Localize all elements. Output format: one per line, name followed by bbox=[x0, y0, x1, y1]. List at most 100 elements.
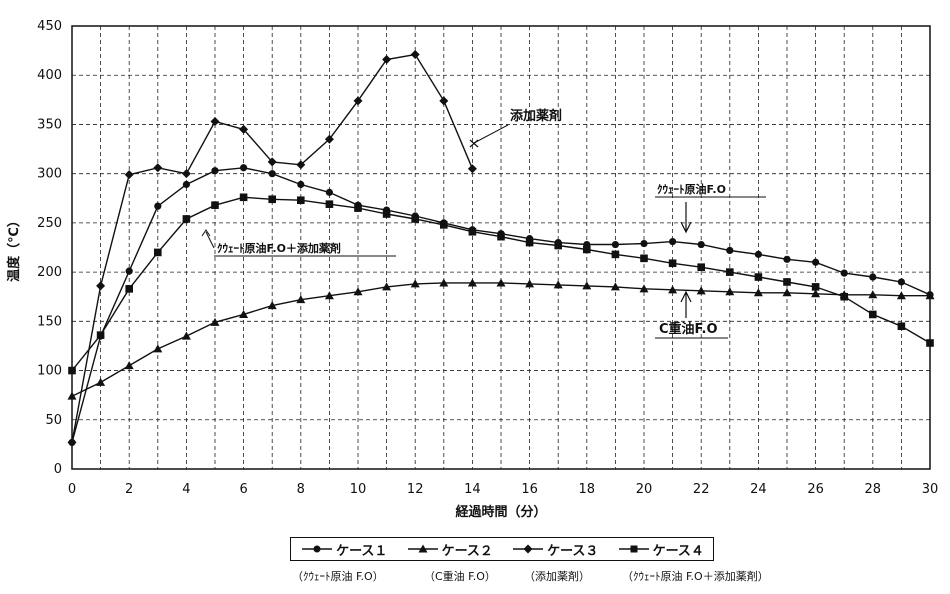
legend-item-case2: ケース２ bbox=[406, 540, 493, 559]
x-tick-label: 20 bbox=[636, 482, 653, 497]
data-point bbox=[840, 292, 848, 301]
data-point bbox=[467, 164, 477, 174]
data-point bbox=[639, 284, 649, 293]
grid-lines bbox=[72, 26, 930, 469]
annotation-c-heavy: C重油F.O bbox=[659, 321, 718, 337]
y-tick-label: 0 bbox=[54, 462, 62, 477]
x-tick-label: 30 bbox=[922, 482, 939, 497]
data-point bbox=[96, 331, 105, 339]
data-point bbox=[811, 289, 821, 298]
data-point bbox=[467, 278, 477, 287]
x-tick-label: 8 bbox=[297, 482, 305, 497]
data-point bbox=[553, 280, 563, 289]
legend-label-case3: ケース３ bbox=[547, 543, 599, 559]
data-point bbox=[382, 210, 391, 218]
legend-label-case2: ケース２ bbox=[441, 543, 493, 559]
data-point bbox=[96, 377, 106, 386]
data-point bbox=[268, 170, 276, 178]
data-point bbox=[353, 287, 363, 296]
data-point bbox=[896, 291, 906, 300]
data-point bbox=[439, 278, 449, 287]
y-tick-label: 100 bbox=[37, 364, 62, 379]
y-tick-label: 200 bbox=[37, 265, 62, 280]
series-group bbox=[67, 50, 935, 447]
data-point bbox=[296, 295, 306, 304]
y-tick-label: 450 bbox=[37, 19, 62, 34]
data-point bbox=[811, 283, 820, 291]
legend-diamond-marker bbox=[513, 544, 544, 554]
x-tick-label: 26 bbox=[807, 482, 824, 497]
data-point bbox=[68, 366, 76, 375]
data-point bbox=[497, 232, 505, 241]
data-point bbox=[782, 288, 792, 297]
data-point bbox=[410, 50, 420, 60]
data-point bbox=[669, 237, 677, 246]
data-point bbox=[696, 286, 706, 295]
data-point bbox=[726, 268, 734, 276]
legend-label-case1: ケース１ bbox=[336, 543, 388, 559]
data-point bbox=[325, 188, 333, 196]
data-point bbox=[124, 170, 134, 180]
x-tick-label: 6 bbox=[239, 482, 247, 497]
data-point bbox=[267, 301, 277, 310]
data-point bbox=[869, 273, 877, 281]
legend-note-case1: （ｸｳｪｰﾄ原油 F.O） bbox=[292, 570, 384, 583]
data-point bbox=[439, 96, 449, 106]
data-point bbox=[725, 287, 735, 296]
x-tick-label: 2 bbox=[125, 482, 133, 497]
data-point bbox=[210, 116, 220, 126]
y-tick-label: 300 bbox=[37, 167, 62, 182]
annotation-additive: 添加薬剤 bbox=[510, 108, 562, 124]
y-tick-label: 150 bbox=[37, 314, 62, 329]
data-point bbox=[753, 288, 763, 297]
annotation-kuwait-additive-leader bbox=[201, 229, 215, 249]
y-axis-label: 温度（℃） bbox=[6, 214, 22, 282]
data-point bbox=[525, 279, 535, 288]
y-tick-label: 400 bbox=[37, 68, 62, 83]
data-point bbox=[268, 195, 276, 204]
data-point bbox=[582, 281, 592, 290]
data-point bbox=[611, 250, 620, 259]
annotation-additive-leader bbox=[473, 124, 509, 144]
data-point bbox=[583, 245, 591, 254]
data-point bbox=[239, 193, 248, 202]
data-point bbox=[610, 282, 620, 291]
data-point bbox=[67, 391, 77, 400]
legend-circle-marker bbox=[302, 545, 333, 553]
data-point bbox=[239, 309, 249, 318]
data-point bbox=[296, 160, 306, 170]
x-axis-label: 経過時間（分） bbox=[455, 504, 546, 520]
annotation-kuwait-additive: ｸｳｪｰﾄ原油F.O＋添加薬剤 bbox=[217, 241, 341, 255]
legend-item-case4: ケース４ bbox=[617, 540, 704, 559]
data-point bbox=[869, 310, 877, 319]
x-tick-label: 24 bbox=[750, 482, 767, 497]
data-point bbox=[897, 278, 906, 286]
legend-item-case3: ケース３ bbox=[511, 540, 598, 559]
data-point bbox=[783, 255, 791, 263]
data-point bbox=[382, 54, 392, 64]
data-point bbox=[754, 273, 763, 281]
x-tick-label: 14 bbox=[464, 482, 481, 497]
data-point bbox=[182, 180, 190, 189]
data-point bbox=[868, 290, 878, 299]
data-point bbox=[640, 254, 648, 263]
data-point bbox=[297, 180, 305, 189]
data-point bbox=[240, 164, 248, 172]
data-point bbox=[210, 317, 220, 326]
legend-square-marker bbox=[618, 545, 649, 553]
data-point bbox=[410, 279, 420, 288]
y-tick-labels: 0 50 100 150 200 250 300 350 400 450 bbox=[37, 19, 62, 477]
data-point bbox=[640, 239, 648, 248]
data-point bbox=[124, 361, 134, 370]
data-point bbox=[525, 238, 534, 247]
data-point bbox=[211, 201, 219, 209]
data-point bbox=[611, 240, 620, 249]
data-point bbox=[211, 167, 219, 175]
legend-item-case1: ケース１ bbox=[300, 540, 387, 559]
annotations: 添加薬剤 ｸｳｪｰﾄ原油F.O＋添加薬剤 ｸｳｪｰﾄ原油F.O C重油F.O bbox=[201, 108, 766, 339]
x-tick-label: 18 bbox=[579, 482, 596, 497]
data-point bbox=[812, 258, 820, 266]
y-tick-label: 250 bbox=[37, 216, 62, 231]
data-point bbox=[67, 437, 77, 447]
